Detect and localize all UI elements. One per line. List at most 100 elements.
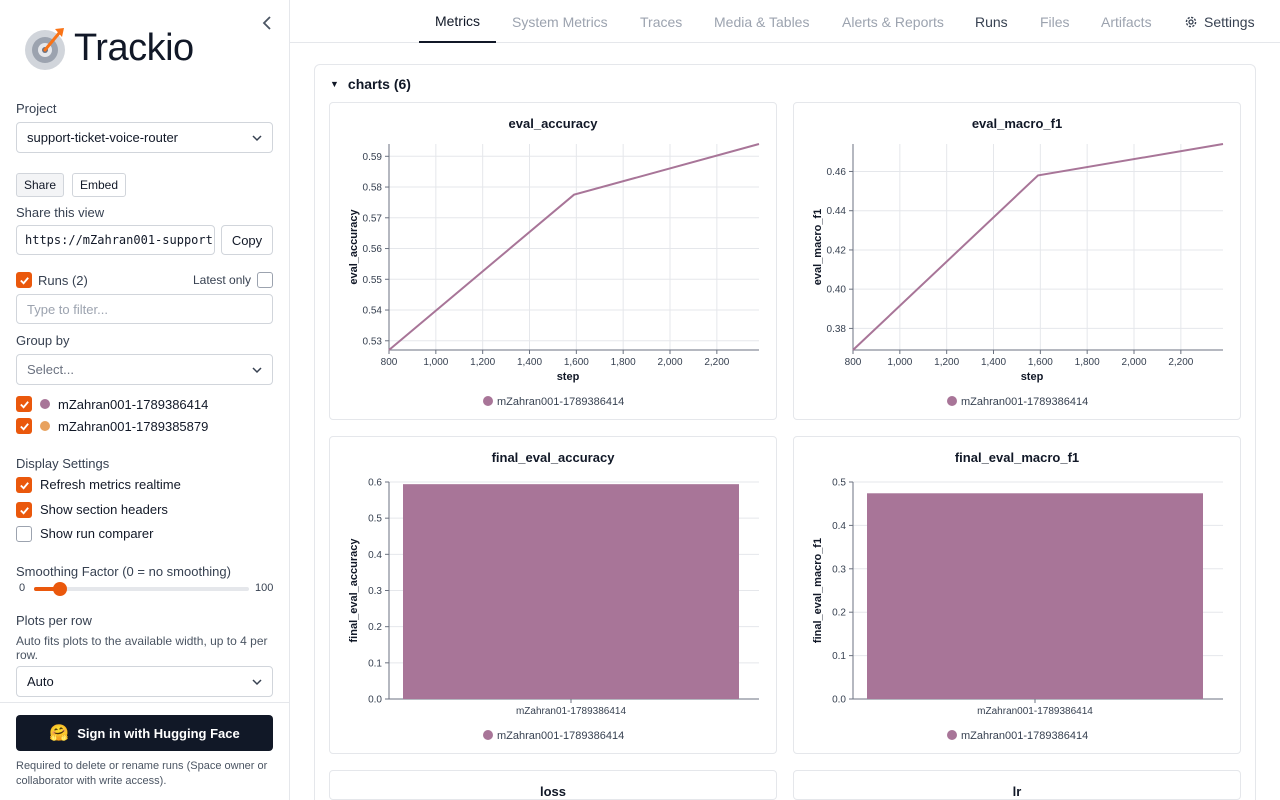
legend-marker — [483, 396, 493, 406]
app-name: Trackio — [74, 27, 194, 69]
y-tick-label: 0.2 — [368, 622, 382, 633]
x-tick-label: 2,200 — [704, 357, 729, 368]
tab-runs[interactable]: Runs — [975, 13, 1008, 30]
run-checkbox[interactable] — [16, 418, 32, 434]
share-tab-button[interactable]: Share — [16, 173, 65, 197]
chart-title: eval_macro_f1 — [971, 116, 1063, 131]
share-url-field[interactable]: https://mZahran001-support-ticket-voice-… — [16, 225, 215, 255]
tab-system-metrics[interactable]: System Metrics — [512, 13, 608, 30]
check-icon — [19, 400, 29, 409]
legend-label: mZahran001-1789386414 — [497, 396, 624, 408]
y-axis-label: final_eval_accuracy — [348, 538, 360, 643]
x-tick-label: 2,000 — [1121, 357, 1146, 368]
series-line — [388, 143, 760, 351]
x-tick-label: 800 — [845, 357, 862, 368]
y-tick-label: 0.1 — [832, 651, 846, 662]
legend-marker — [947, 396, 957, 406]
group-by-select[interactable]: Select... — [16, 354, 273, 385]
tab-traces[interactable]: Traces — [640, 13, 683, 30]
group-by-placeholder: Select... — [27, 362, 74, 377]
plots-per-row-label: Plots per row — [16, 613, 92, 628]
display-settings-label: Display Settings — [16, 456, 110, 471]
check-icon — [19, 481, 29, 490]
y-axis-label: final_eval_macro_f1 — [812, 538, 824, 643]
tab-media-tables[interactable]: Media & Tables — [714, 13, 810, 30]
x-tick-label: 2,000 — [657, 357, 682, 368]
refresh-realtime-label: Refresh metrics realtime — [40, 477, 181, 492]
project-select[interactable]: support-ticket-voice-router — [16, 122, 273, 153]
x-tick-label: 1,600 — [1028, 357, 1053, 368]
share-view-label: Share this view — [16, 205, 105, 220]
charts-section-header[interactable]: ▼ charts (6) — [330, 76, 411, 92]
collapse-sidebar-icon[interactable] — [262, 16, 276, 32]
chart-svg: 0.0 0.1 0.2 0.3 0.4 0.5 0.6 mZahran01-178938641… — [348, 478, 759, 742]
y-tick-label: 0.2 — [832, 608, 846, 619]
sign-in-label: Sign in with Hugging Face — [77, 725, 240, 741]
chart-card: eval_macro_f1 0.38 0.40 0.42 0.44 0.46 800 1,0… — [793, 102, 1241, 420]
project-select-value: support-ticket-voice-router — [27, 130, 178, 145]
y-tick-label: 0.42 — [827, 245, 847, 256]
x-tick-label: mZahran001-1789386414 — [977, 706, 1093, 717]
y-tick-label: 0.57 — [363, 213, 383, 224]
chart-svg: 0.0 0.1 0.2 0.3 0.4 0.5 mZahran001-1789386414 f… — [812, 478, 1223, 742]
show-run-comparer-checkbox[interactable] — [16, 526, 32, 542]
y-tick-label: 0.3 — [832, 564, 846, 575]
y-tick-label: 0.0 — [368, 695, 382, 706]
x-tick-label: 1,800 — [1075, 357, 1100, 368]
y-tick-label: 0.1 — [368, 658, 382, 669]
tab-metrics[interactable]: Metrics — [419, 0, 496, 43]
run-filter-input[interactable]: Type to filter... — [16, 294, 273, 324]
sign-in-note: Required to delete or rename runs (Space… — [16, 760, 268, 787]
y-tick-label: 0.6 — [368, 478, 382, 489]
show-section-headers-checkbox[interactable] — [16, 502, 32, 518]
y-tick-label: 0.44 — [827, 206, 847, 217]
run-name: mZahran001-1789385879 — [58, 419, 209, 434]
sign-in-button[interactable]: 🤗 Sign in with Hugging Face — [16, 715, 273, 751]
trackio-logo: Trackio — [24, 26, 194, 70]
x-tick-label: 1,400 — [517, 357, 542, 368]
smoothing-slider-thumb[interactable] — [52, 582, 67, 596]
chart-title: loss — [539, 784, 566, 799]
series-line — [852, 143, 1224, 351]
embed-tab-button[interactable]: Embed — [72, 173, 127, 197]
collapse-triangle-icon: ▼ — [330, 79, 339, 89]
check-icon — [19, 506, 29, 515]
latest-only-checkbox[interactable] — [257, 272, 273, 288]
chart-title: lr — [1012, 784, 1022, 799]
chart-svg: 0.53 0.54 0.55 0.56 0.57 0.58 0.59 800 1,000 1,20… — [348, 143, 760, 408]
bar — [867, 493, 1203, 699]
y-tick-label: 0.5 — [832, 478, 846, 489]
legend-label: mZahran001-1789386414 — [961, 396, 1088, 408]
plots-per-row-select[interactable]: Auto — [16, 666, 273, 697]
group-by-label: Group by — [16, 333, 70, 348]
smoothing-slider-track[interactable] — [34, 587, 249, 591]
y-tick-label: 0.56 — [363, 244, 383, 255]
x-tick-label: 1,200 — [470, 357, 495, 368]
tab-files[interactable]: Files — [1040, 13, 1070, 30]
tab-settings[interactable]: Settings — [1184, 0, 1255, 43]
y-tick-label: 0.38 — [827, 324, 847, 335]
section-title: charts (6) — [347, 76, 411, 92]
latest-only-label: Latest only — [193, 273, 252, 287]
runs-label: Runs (2) — [38, 273, 88, 288]
tab-settings-label: Settings — [1204, 13, 1255, 30]
smoothing-label: Smoothing Factor (0 = no smoothing) — [16, 564, 231, 579]
chevron-down-icon — [252, 366, 262, 373]
legend-marker — [947, 730, 957, 740]
y-tick-label: 0.0 — [832, 695, 846, 706]
legend-marker — [483, 730, 493, 740]
x-tick-label: 1,000 — [887, 357, 912, 368]
copy-button[interactable]: Copy — [221, 225, 273, 255]
x-tick-label: 1,400 — [981, 357, 1006, 368]
x-tick-label: 1,000 — [423, 357, 448, 368]
plots-per-row-help: Auto fits plots to the available width, … — [16, 634, 268, 662]
run-name: mZahran001-1789386414 — [58, 397, 209, 412]
chevron-down-icon — [252, 678, 262, 685]
refresh-realtime-checkbox[interactable] — [16, 477, 32, 493]
tab-alerts-reports[interactable]: Alerts & Reports — [842, 13, 944, 30]
run-checkbox[interactable] — [16, 396, 32, 412]
tab-artifacts[interactable]: Artifacts — [1101, 13, 1152, 30]
y-axis-label: eval_accuracy — [348, 209, 360, 285]
runs-select-all-checkbox[interactable] — [16, 272, 32, 288]
legend-label: mZahran001-1789386414 — [961, 730, 1088, 742]
